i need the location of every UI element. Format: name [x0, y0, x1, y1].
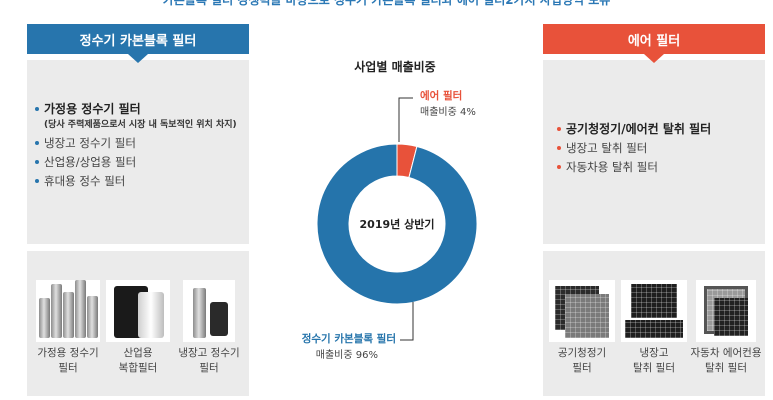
- air-filter-list: 공기청정기/에어컨 탈취 필터 냉장고 탈취 필터 자동차용 탈취 필터: [543, 60, 765, 244]
- product-caption: 공기청정기 필터: [557, 347, 607, 374]
- water-filter-item: 가정용 정수기 필터: [35, 100, 249, 119]
- air-filter-item-label: 냉장고 탈취 필터: [566, 141, 648, 155]
- bullet-icon: [557, 145, 561, 150]
- air-filter-item-label: 공기청정기/에어컨 탈취 필터: [566, 122, 712, 136]
- bullet-icon: [557, 164, 561, 169]
- donut-slice-water: [316, 143, 478, 305]
- industrial-filter-image: [106, 280, 170, 342]
- product-caption: 냉장고 탈취 필터: [633, 347, 675, 374]
- water-filter-column: 정수기 카본블록 필터 가정용 정수기 필터 (당사 주력제품으로서 시장 내 …: [27, 24, 249, 396]
- water-slice-value: 매출비중 96%: [316, 349, 378, 361]
- product-card: 산업용 복합필터: [103, 280, 173, 376]
- sales-share-chart: 사업별 매출비중 2019년 상반기 에어 필터 매출비중 4% 정수기 카본블…: [270, 40, 520, 380]
- chart-center-label: 2019년 상반기: [360, 217, 435, 231]
- bullet-icon: [35, 106, 39, 111]
- top-caption: 카본블록 필터 경쟁력을 바탕으로 정수기 카본블록 필터와 에어 필터2가지 …: [162, 0, 611, 7]
- water-leader-line: [400, 302, 414, 341]
- air-slice-label: 에어 필터: [420, 89, 462, 102]
- product-card: 가정용 정수기 필터: [33, 280, 103, 376]
- air-filter-item: 공기청정기/에어컨 탈취 필터: [557, 120, 765, 139]
- water-filter-header: 정수기 카본블록 필터: [27, 24, 249, 63]
- household-filter-image: [36, 280, 100, 342]
- product-card: 냉장고 탈취 필터: [619, 280, 689, 376]
- water-filter-list: 가정용 정수기 필터 (당사 주력제품으로서 시장 내 독보적인 위치 차지) …: [27, 60, 249, 244]
- fridge-filter-image: [183, 280, 235, 342]
- air-leader-line: [398, 97, 413, 142]
- water-filter-header-label: 정수기 카본블록 필터: [79, 33, 197, 49]
- car-ac-filter-image: [696, 280, 756, 342]
- water-filter-item: 산업용/상업용 필터: [35, 153, 249, 172]
- water-filter-sub-note: (당사 주력제품으로서 시장 내 독보적인 위치 차지): [44, 120, 237, 130]
- air-filter-item: 자동차용 탈취 필터: [557, 158, 765, 177]
- product-caption: 자동차 에어컨용 탈취 필터: [690, 347, 762, 374]
- donut-chart: 2019년 상반기 에어 필터 매출비중 4% 정수기 카본블록 필터 매출비중…: [302, 89, 478, 361]
- water-filter-item: 휴대용 정수 필터: [35, 172, 249, 191]
- product-caption: 냉장고 정수기 필터: [178, 347, 240, 374]
- water-filter-item-label: 가정용 정수기 필터: [44, 102, 141, 116]
- bullet-icon: [35, 178, 39, 183]
- water-filter-item-label: 산업용/상업용 필터: [44, 155, 137, 169]
- product-card: 자동차 에어컨용 탈취 필터: [689, 280, 763, 376]
- product-card: 공기청정기 필터: [547, 280, 617, 376]
- fridge-deodorizer-image: [621, 280, 687, 342]
- bullet-icon: [35, 140, 39, 145]
- air-filter-header-label: 에어 필터: [627, 33, 681, 49]
- water-filter-item: 냉장고 정수기 필터: [35, 134, 249, 153]
- chart-title: 사업별 매출비중: [354, 60, 436, 74]
- air-filter-products: 공기청정기 필터 냉장고 탈취 필터 자동차 에어컨용 탈취 필터: [543, 251, 765, 396]
- air-filter-item-label: 자동차용 탈취 필터: [566, 160, 658, 174]
- water-filter-item-label: 휴대용 정수 필터: [44, 174, 126, 188]
- bullet-icon: [35, 159, 39, 164]
- water-slice-label: 정수기 카본블록 필터: [302, 332, 396, 345]
- product-caption: 산업용 복합필터: [118, 347, 158, 374]
- bullet-icon: [557, 126, 561, 131]
- air-filter-item: 냉장고 탈취 필터: [557, 139, 765, 158]
- product-card: 냉장고 정수기 필터: [173, 280, 245, 376]
- air-filter-header: 에어 필터: [543, 24, 765, 63]
- water-filter-products: 가정용 정수기 필터 산업용 복합필터 냉장고 정수기 필터: [27, 251, 249, 396]
- air-slice-value: 매출비중 4%: [420, 106, 476, 118]
- air-filter-column: 에어 필터 공기청정기/에어컨 탈취 필터 냉장고 탈취 필터 자동차용 탈취 …: [543, 24, 765, 396]
- product-caption: 가정용 정수기 필터: [37, 347, 99, 374]
- purifier-filter-image: [549, 280, 615, 342]
- water-filter-item-label: 냉장고 정수기 필터: [44, 136, 136, 150]
